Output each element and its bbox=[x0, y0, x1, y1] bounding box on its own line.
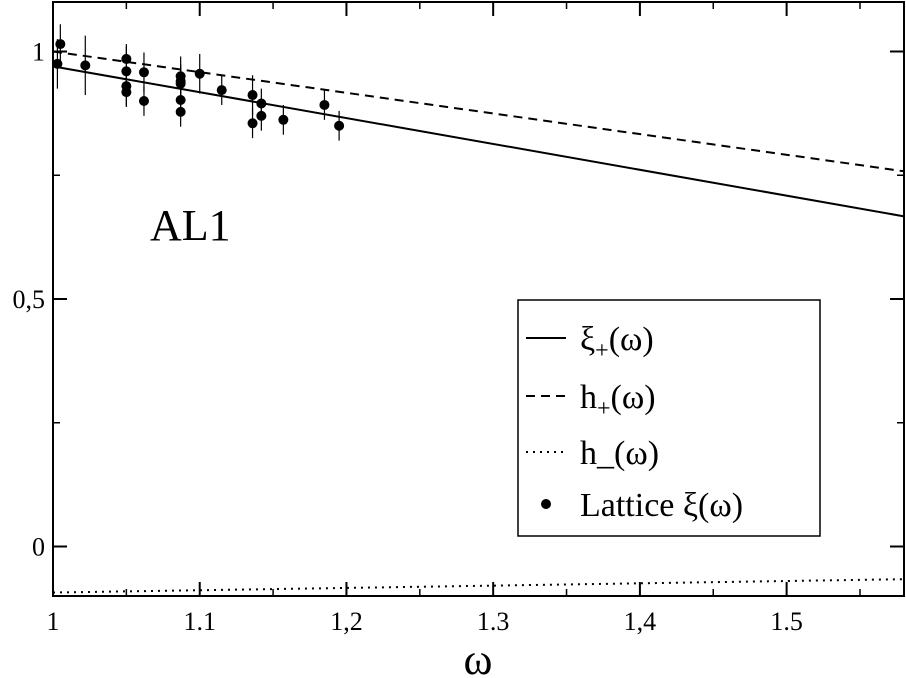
series-line-1 bbox=[52, 50, 905, 173]
lattice-points bbox=[52, 24, 345, 141]
legend-label-xi-plus: ξ+(ω) bbox=[580, 321, 654, 364]
legend-swatch-lattice bbox=[541, 499, 551, 509]
lattice-point-1 bbox=[55, 39, 66, 50]
lattice-point-17 bbox=[247, 118, 258, 129]
lattice-point-6 bbox=[121, 87, 132, 98]
x-tick-label-5: 1.5 bbox=[770, 607, 803, 636]
lattice-point-19 bbox=[256, 110, 267, 121]
lattice-point-8 bbox=[138, 96, 149, 106]
lattice-point-11 bbox=[175, 78, 186, 89]
legend-label-h-plus: h+(ω) bbox=[580, 379, 656, 422]
lattice-point-22 bbox=[334, 120, 345, 131]
lattice-point-13 bbox=[175, 106, 186, 117]
lattice-point-21 bbox=[319, 99, 330, 110]
x-tick-label-1: 1.1 bbox=[183, 607, 216, 636]
x-tick-label-3: 1.3 bbox=[477, 607, 510, 636]
series-line-0 bbox=[52, 65, 905, 218]
legend-label-lattice: Lattice ξ(ω) bbox=[580, 487, 743, 524]
lattice-point-16 bbox=[247, 90, 258, 101]
lattice-point-7 bbox=[138, 67, 149, 78]
lattice-point-20 bbox=[278, 114, 289, 125]
legend-label-h-minus: h_(ω) bbox=[580, 435, 659, 472]
legend: ξ+(ω) h+(ω) h_(ω) Lattice ξ(ω) bbox=[517, 299, 821, 537]
y-tick-label-1: 0,5 bbox=[13, 285, 46, 314]
y-tick-label-0: 0 bbox=[32, 533, 45, 562]
lattice-point-2 bbox=[80, 60, 91, 71]
lattice-point-15 bbox=[216, 85, 227, 96]
x-tick-label-0: 1 bbox=[47, 607, 60, 636]
x-tick-label-4: 1,4 bbox=[624, 607, 657, 636]
axis-ticks: 1 1.1 1,2 1.3 1,4 1.5 0 0,5 1 bbox=[13, 2, 904, 636]
x-tick-label-2: 1,2 bbox=[330, 607, 363, 636]
lattice-point-14 bbox=[194, 68, 205, 79]
series-layer bbox=[52, 50, 905, 594]
x-axis-title: ω bbox=[464, 635, 493, 678]
series-line-2 bbox=[52, 578, 905, 594]
legend-box bbox=[517, 299, 821, 537]
annotation-al1: AL1 bbox=[150, 201, 231, 250]
y-tick-label-2: 1 bbox=[32, 38, 45, 67]
